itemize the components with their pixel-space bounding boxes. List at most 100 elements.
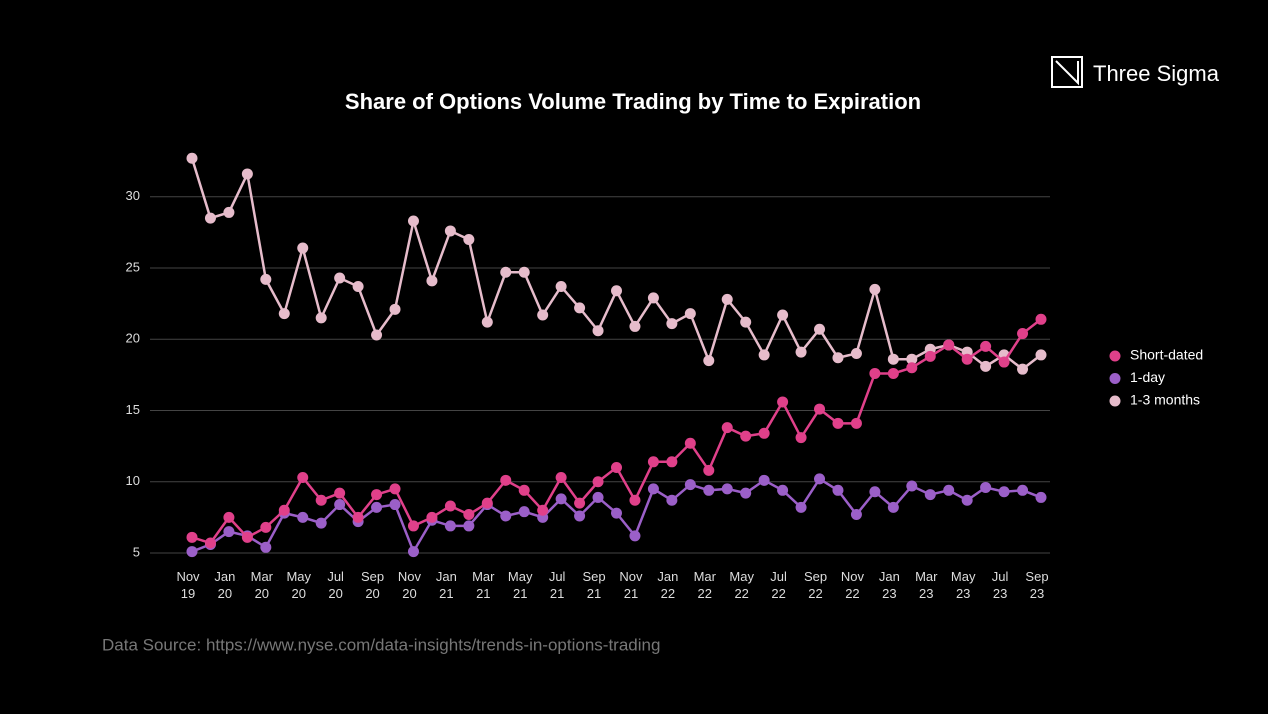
data-point	[814, 403, 826, 415]
data-point	[777, 484, 789, 496]
data-point	[611, 285, 622, 297]
x-tick-label: Jan 20	[214, 569, 235, 601]
data-point	[334, 499, 346, 511]
data-point	[334, 272, 346, 284]
data-point	[703, 355, 715, 367]
data-point	[407, 520, 419, 532]
x-tick-label: Jan 21	[436, 569, 457, 601]
data-point	[740, 430, 752, 442]
data-point	[223, 511, 235, 523]
data-point	[518, 484, 530, 496]
data-point	[297, 511, 309, 523]
data-point	[943, 339, 955, 351]
data-point	[703, 464, 715, 476]
x-tick-label: Jul 22	[770, 569, 787, 601]
y-tick-label: 15	[126, 402, 140, 417]
data-point	[1017, 328, 1029, 340]
x-tick-label: Sep 20	[361, 569, 384, 601]
data-point	[666, 318, 678, 330]
data-point	[315, 494, 327, 506]
data-point	[777, 309, 789, 321]
data-point	[998, 486, 1010, 498]
data-point	[795, 501, 807, 513]
legend-marker	[1109, 373, 1121, 384]
data-point	[887, 501, 899, 513]
data-point	[629, 494, 641, 506]
y-tick-label: 25	[126, 259, 140, 274]
x-tick-label: Mar 21	[472, 569, 495, 601]
x-tick-label: Mar 20	[251, 569, 274, 601]
data-point	[850, 417, 862, 429]
data-point	[998, 356, 1010, 368]
data-point	[980, 360, 992, 372]
data-point	[241, 168, 253, 180]
data-point	[666, 456, 678, 468]
data-point	[684, 479, 696, 491]
data-point	[574, 497, 586, 509]
data-point	[758, 474, 770, 486]
data-point	[260, 273, 272, 285]
data-point	[463, 520, 475, 532]
brand-name: Three Sigma	[1093, 61, 1220, 86]
data-point	[463, 509, 475, 521]
logo-icon	[1051, 56, 1083, 88]
data-point	[611, 462, 622, 473]
x-tick-label: Nov 19	[176, 569, 200, 601]
data-point	[740, 316, 752, 328]
data-point	[426, 511, 438, 523]
data-point	[1017, 363, 1029, 375]
data-point	[389, 483, 401, 495]
data-point	[426, 275, 438, 287]
data-point	[186, 152, 198, 164]
data-point	[352, 281, 364, 293]
data-point	[518, 506, 530, 518]
legend-marker	[1109, 350, 1121, 362]
data-point	[278, 308, 290, 320]
data-point	[463, 234, 475, 245]
x-tick-label: Mar 23	[915, 569, 938, 601]
x-tick-label: Jan 22	[657, 569, 678, 601]
data-point	[980, 340, 992, 352]
x-tick-label: Jul 20	[327, 569, 344, 601]
data-point	[1035, 349, 1047, 361]
data-point	[795, 346, 807, 358]
x-tick-label: Sep 21	[582, 569, 605, 601]
data-point	[444, 225, 456, 237]
legend-marker	[1109, 395, 1121, 407]
data-point	[352, 511, 364, 523]
data-point	[850, 348, 862, 359]
data-point	[703, 484, 715, 496]
data-point	[629, 320, 641, 332]
data-point	[832, 352, 844, 364]
data-point	[500, 266, 512, 278]
data-point	[260, 541, 272, 553]
data-point	[592, 491, 604, 503]
data-point	[814, 473, 826, 485]
data-point	[721, 422, 733, 434]
data-point	[555, 471, 567, 483]
data-point	[444, 520, 456, 532]
data-point	[444, 500, 456, 512]
data-point	[574, 302, 586, 314]
data-point	[334, 487, 346, 499]
data-point	[758, 349, 770, 361]
x-tick-label: May 21	[508, 569, 533, 601]
data-point	[574, 510, 586, 522]
data-point	[666, 494, 678, 506]
data-point	[740, 487, 752, 499]
data-point	[647, 483, 659, 495]
data-point	[869, 367, 881, 379]
y-tick-label: 30	[126, 188, 140, 203]
data-point	[906, 362, 918, 374]
brand-logo: Three Sigma	[1051, 56, 1220, 88]
data-point	[924, 350, 936, 362]
data-point	[186, 531, 198, 543]
data-point	[592, 325, 604, 337]
data-point	[684, 308, 696, 320]
x-tick-label: Mar 22	[694, 569, 717, 601]
data-point	[260, 521, 272, 533]
legend-label: 1-day	[1130, 369, 1165, 385]
data-point	[611, 507, 622, 519]
